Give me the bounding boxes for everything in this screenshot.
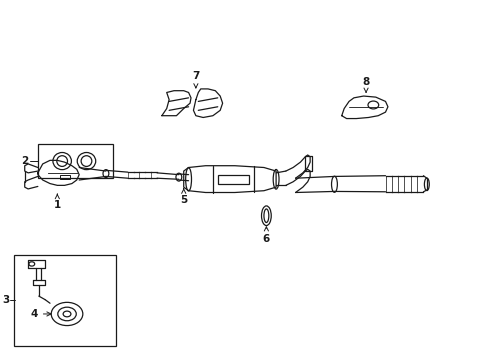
Text: 8: 8 (362, 77, 369, 93)
Bar (14, 255, 116, 346)
Bar (38, 144, 113, 178)
Text: 1: 1 (54, 194, 61, 210)
Text: 2: 2 (21, 156, 28, 166)
Text: 3: 3 (2, 295, 10, 305)
Text: 4: 4 (30, 309, 51, 319)
Bar (60, 175, 70, 179)
Bar (217, 175, 249, 184)
Text: 6: 6 (262, 227, 269, 244)
Text: 7: 7 (192, 71, 199, 88)
Text: 5: 5 (180, 189, 187, 204)
